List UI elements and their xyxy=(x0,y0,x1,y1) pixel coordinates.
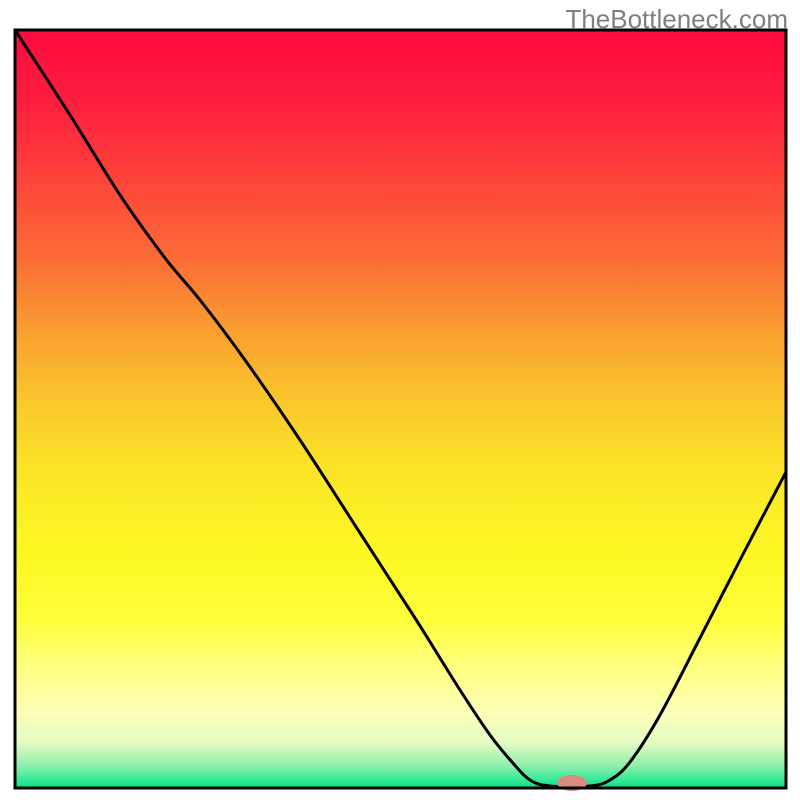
gradient-background xyxy=(15,30,786,788)
chart-container: TheBottleneck.com xyxy=(0,0,800,800)
bottleneck-chart xyxy=(0,0,800,800)
watermark-text: TheBottleneck.com xyxy=(565,4,788,35)
